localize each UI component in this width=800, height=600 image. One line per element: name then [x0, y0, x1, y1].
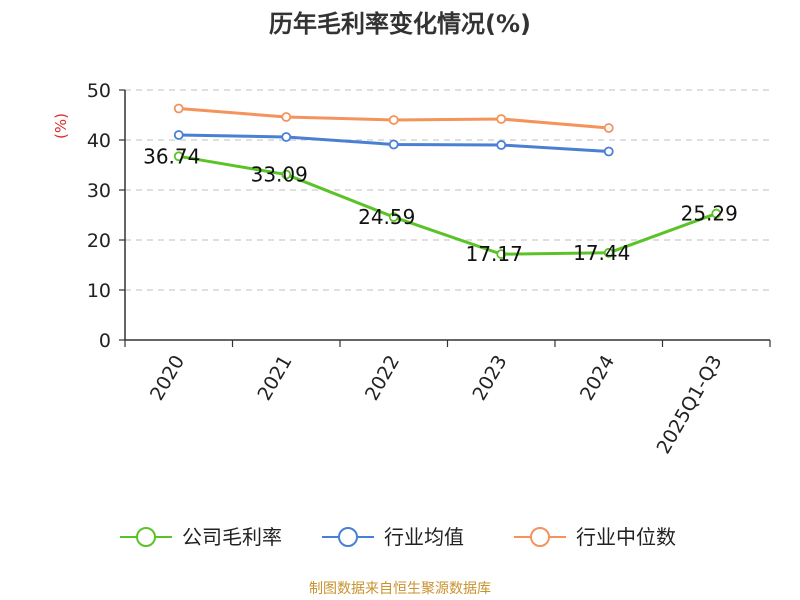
x-tick-label: 2021 [253, 352, 296, 405]
chart-title: 历年毛利率变化情况(%) [269, 10, 531, 38]
y-tick-label: 10 [87, 280, 111, 302]
data-point [496, 249, 507, 260]
data-labels: 36.74 33.09 24.59 17.17 17.44 25.29 [143, 144, 738, 266]
series-layer [173, 103, 722, 260]
data-point [388, 139, 399, 150]
data-label: 24.59 [358, 205, 415, 229]
data-point [603, 123, 614, 133]
y-tick-label: 40 [87, 130, 111, 152]
x-tick-label: 2023 [468, 352, 511, 405]
data-point [173, 151, 184, 162]
y-tick-label: 20 [87, 230, 111, 252]
data-point [496, 114, 507, 124]
y-tick-label: 0 [99, 330, 111, 352]
data-point [603, 146, 614, 157]
data-point [281, 132, 292, 142]
data-point [496, 140, 507, 150]
x-tick-label: 2020 [146, 352, 189, 405]
x-tick-label: 2024 [576, 352, 619, 405]
y-tick-label: 50 [87, 80, 111, 102]
data-label: 17.17 [466, 242, 523, 266]
data-point [173, 130, 184, 140]
x-tick-label: 2022 [361, 352, 404, 405]
data-label: 17.44 [573, 241, 630, 265]
data-label: 25.29 [681, 202, 738, 226]
data-label: 36.74 [143, 144, 200, 168]
series-line [177, 154, 718, 256]
grid-lines [125, 89, 770, 291]
legend-label: 行业均值 [384, 525, 464, 549]
data-point [281, 112, 292, 122]
legend-label: 行业中位数 [576, 525, 676, 549]
legend-marker [136, 527, 156, 547]
data-point [603, 247, 614, 258]
y-axis-label: (%) [52, 113, 70, 139]
legend: 公司毛利率 行业均值 行业中位数 [120, 525, 676, 549]
data-point [388, 115, 399, 125]
legend-marker [338, 527, 358, 547]
data-label: 33.09 [251, 163, 308, 187]
y-tick-label: 30 [87, 180, 111, 202]
data-point [173, 103, 184, 114]
data-point [281, 169, 292, 180]
x-tick-label: 2025Q1-Q3 [653, 352, 727, 458]
legend-marker [530, 527, 550, 547]
data-point [388, 212, 399, 222]
data-source-note: 制图数据来自恒生聚源数据库 [309, 581, 491, 597]
data-point [711, 208, 722, 219]
legend-label: 公司毛利率 [182, 525, 282, 549]
